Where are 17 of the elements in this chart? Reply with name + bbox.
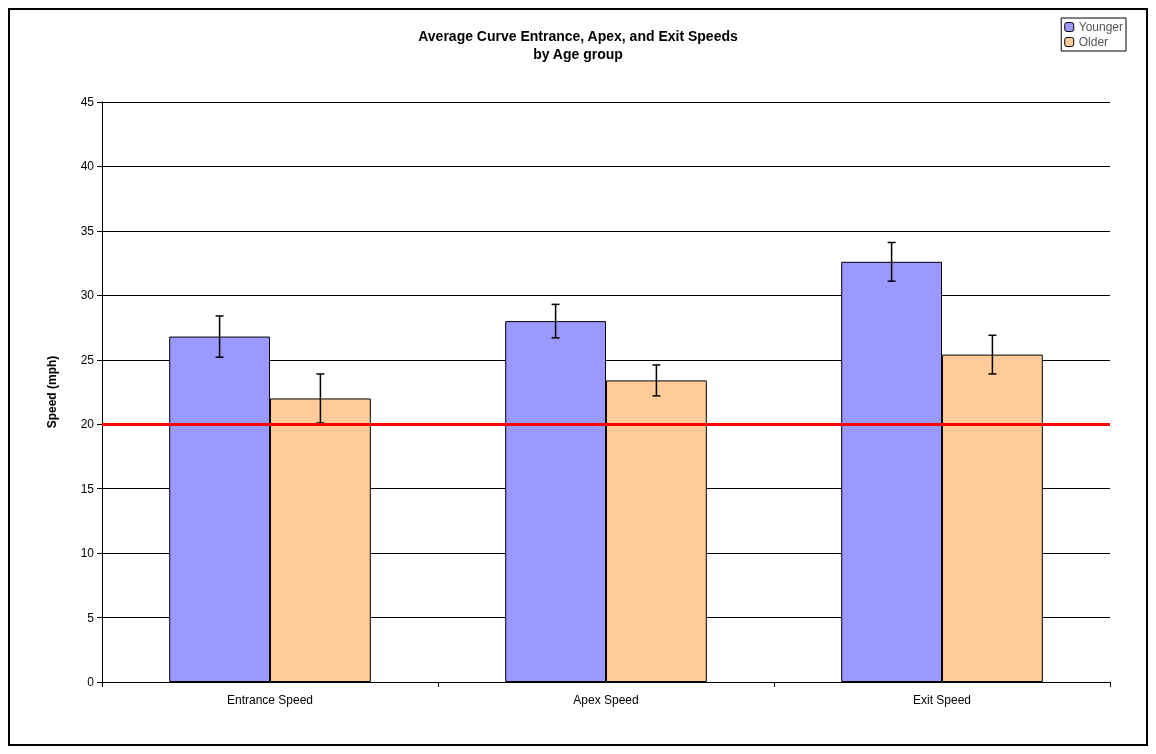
legend-label: Younger [1078, 20, 1124, 34]
y-tick-label: 30 [80, 288, 95, 303]
x-tick-label: Exit Speed [912, 693, 972, 707]
y-tick-label: 45 [80, 95, 95, 109]
y-tick-label: 5 [87, 610, 95, 625]
y-tick-label: 0 [87, 675, 95, 689]
y-tick-label: 15 [80, 481, 95, 496]
y-tick-label: 25 [80, 352, 95, 367]
y-tick-label: 40 [80, 159, 95, 174]
y-tick-label: 10 [80, 546, 95, 561]
y-tick-label: 35 [80, 223, 95, 238]
x-tick-label: Apex Speed [573, 693, 639, 707]
legend-label: Older [1078, 35, 1109, 49]
y-axis-title: Speed (mph) [45, 355, 59, 429]
y-tick-label: 20 [80, 417, 95, 432]
chart-title: Average Curve Entrance, Apex, and Exit Speeds by Age group [418, 28, 738, 62]
x-tick-label: Entrance Speed [226, 693, 314, 707]
